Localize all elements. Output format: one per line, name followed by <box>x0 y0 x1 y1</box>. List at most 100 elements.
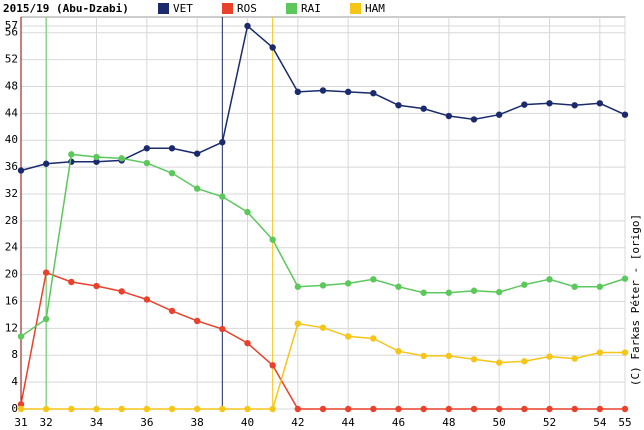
data-point <box>521 358 528 365</box>
data-point <box>294 283 302 290</box>
data-point <box>219 325 226 333</box>
data-point <box>445 405 453 413</box>
data-point <box>596 100 604 107</box>
x-tick-label: 55 <box>618 416 631 429</box>
legend-label: HAM <box>365 2 385 15</box>
data-point <box>244 339 251 347</box>
y-tick-label: 8 <box>11 348 18 361</box>
y-tick-label: 57 <box>5 19 18 32</box>
y-tick-label: 40 <box>5 133 18 146</box>
x-tick-label: 40 <box>241 416 254 429</box>
data-point <box>420 289 427 296</box>
data-point <box>420 352 427 360</box>
data-point <box>244 405 251 413</box>
x-tick-label: 52 <box>543 416 556 429</box>
data-point <box>546 405 553 413</box>
data-point <box>219 405 226 413</box>
data-point <box>269 405 276 413</box>
data-point <box>470 287 478 294</box>
data-point <box>420 105 427 112</box>
legend-swatch <box>222 3 233 14</box>
data-point <box>470 116 478 123</box>
data-point <box>370 335 377 342</box>
x-tick-label: 32 <box>40 416 53 429</box>
y-tick-label: 48 <box>5 79 18 92</box>
x-tick-label: 48 <box>442 416 455 429</box>
legend-swatch <box>350 3 361 14</box>
data-point <box>143 159 151 167</box>
plot-area <box>20 16 626 410</box>
data-point <box>546 100 553 107</box>
data-point <box>93 153 100 161</box>
data-point <box>68 151 75 158</box>
data-point <box>395 348 402 355</box>
y-tick-label: 0 <box>11 402 18 415</box>
data-point <box>42 269 50 276</box>
data-point <box>244 22 251 30</box>
y-tick-label: 52 <box>5 53 18 66</box>
data-point <box>269 236 276 243</box>
data-point <box>193 405 201 413</box>
data-point <box>193 185 201 192</box>
data-point <box>93 158 100 165</box>
x-tick-label: 50 <box>493 416 506 429</box>
data-point <box>395 102 402 109</box>
x-tick-label: 36 <box>140 416 153 429</box>
y-tick-label: 20 <box>5 268 18 281</box>
data-point <box>42 160 50 167</box>
data-point <box>17 167 25 174</box>
data-point <box>168 307 176 315</box>
data-point <box>68 158 75 165</box>
data-point <box>521 281 528 288</box>
data-point <box>470 405 478 413</box>
data-point <box>42 315 50 323</box>
data-point <box>294 320 302 327</box>
x-tick-label: 46 <box>392 416 405 429</box>
data-point <box>571 102 578 109</box>
y-tick-label: 4 <box>11 375 18 388</box>
data-point <box>319 87 327 94</box>
y-tick-label: 36 <box>5 160 18 173</box>
data-point <box>370 405 377 413</box>
data-point <box>118 155 125 162</box>
data-point <box>395 283 402 290</box>
data-point <box>344 88 352 96</box>
data-point <box>621 275 629 282</box>
data-point <box>344 280 352 287</box>
data-point <box>319 324 327 331</box>
legend-swatch <box>286 3 297 14</box>
data-point <box>395 405 402 413</box>
data-point <box>319 405 327 413</box>
x-tick-label: 42 <box>291 416 304 429</box>
data-point <box>546 276 553 283</box>
y-tick-label: 16 <box>5 294 18 307</box>
data-point <box>621 405 629 413</box>
y-tick-label: 32 <box>5 187 18 200</box>
chart-title: 2015/19 (Abu-Dzabi) <box>3 2 129 15</box>
data-point <box>344 405 352 413</box>
data-point <box>370 276 377 283</box>
x-tick-label: 44 <box>342 416 356 429</box>
data-point <box>445 289 453 296</box>
y-tick-label: 56 <box>5 26 18 39</box>
data-point <box>571 283 578 290</box>
data-point <box>521 405 528 413</box>
data-point <box>68 278 75 286</box>
x-tick-label: 38 <box>191 416 204 429</box>
data-point <box>495 359 503 366</box>
data-point <box>571 355 578 362</box>
data-point <box>244 208 251 216</box>
data-point <box>118 288 125 295</box>
data-point <box>93 282 100 290</box>
data-point <box>596 349 604 356</box>
data-point <box>521 101 528 108</box>
data-point <box>68 405 75 413</box>
data-point <box>621 349 629 356</box>
data-point <box>571 405 578 413</box>
data-point <box>17 401 25 408</box>
data-point <box>621 111 629 118</box>
data-point <box>143 405 151 413</box>
y-tick-label: 44 <box>5 106 19 119</box>
x-tick-label: 34 <box>90 416 104 429</box>
